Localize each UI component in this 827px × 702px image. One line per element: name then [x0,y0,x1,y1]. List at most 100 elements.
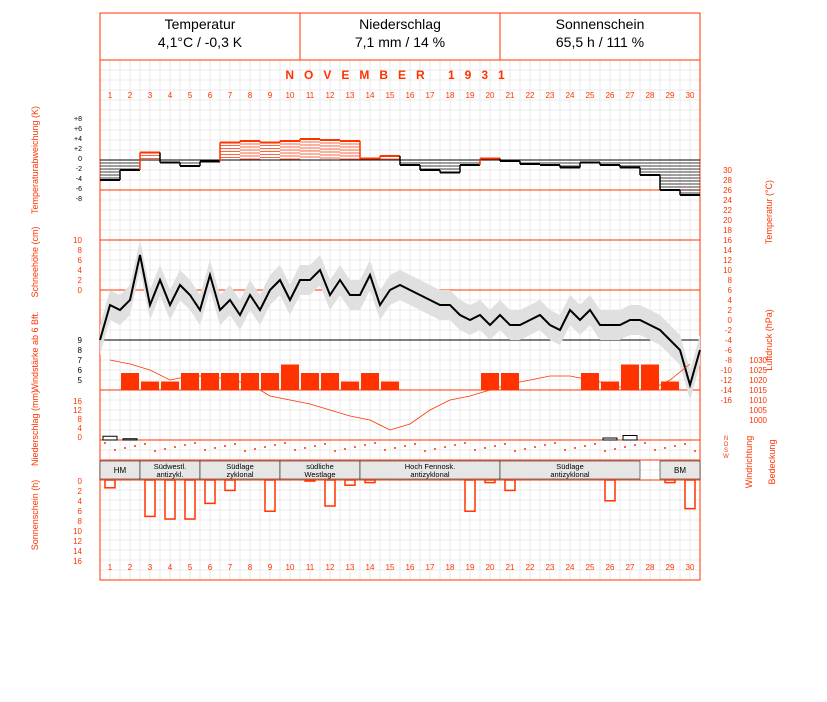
day-label-top: 13 [346,91,355,100]
anomaly-bar [119,159,140,180]
day-label-bottom: 16 [406,563,415,572]
wind-dir-tick: N [724,436,728,442]
day-label-top: 4 [168,91,173,100]
sunshine-bar [164,479,176,520]
anomaly-tick: +8 [74,116,82,123]
day-label-top: 30 [686,91,695,100]
precip-tick: 12 [73,406,82,415]
anomaly-bar [659,159,680,191]
anomaly-bar [379,155,400,160]
day-label-bottom: 18 [446,563,455,572]
wind-dir-dot [224,445,226,447]
wind-bar [301,373,319,390]
wind-bar [121,373,139,390]
axis-title-precip: Niederschlag (mm) [30,390,40,466]
day-label-bottom: 22 [526,563,535,572]
day-label-bottom: 30 [686,563,695,572]
sunshine-value: 65,5 h / 111 % [555,34,645,50]
sunshine-bar [264,479,276,512]
wind-dir-dot [254,448,256,450]
wind-dir-dot [654,449,656,451]
chart-title: NOVEMBER 1931 [285,68,514,82]
temperature-tick: -8 [725,356,733,365]
precipitation-value: 7,1 mm / 14 % [354,34,446,50]
temperature-title: Temperatur [164,16,236,32]
temperature-tick: 16 [723,236,732,245]
wind-dir-dot [664,447,666,449]
wind-bar [621,364,639,390]
day-label-top: 1 [108,91,113,100]
temperature-tick: 0 [728,316,733,325]
precip-bar [602,437,618,441]
anomaly-bar [159,152,180,164]
wind-dir-dot [614,448,616,450]
wind-dir-dot [504,443,506,445]
temperature-tick: 6 [728,286,733,295]
day-label-bottom: 14 [366,563,375,572]
day-label-top: 16 [406,91,415,100]
anomaly-bar [519,159,540,165]
day-label-top: 5 [188,91,193,100]
weather-type-label: Südlage [226,462,254,471]
anomaly-bar [419,159,440,171]
temperature-tick: 14 [723,246,732,255]
day-label-top: 10 [286,91,295,100]
anomaly-bar [139,151,160,170]
wind-dir-dot [694,450,696,452]
anomaly-bar [319,139,340,159]
wind-dir-dot [424,450,426,452]
axis-title-wind: Windstärke ab 6 Bft. [30,311,40,392]
wind-tick: 8 [78,346,83,355]
day-label-top: 28 [646,91,655,100]
wind-dir-dot [594,443,596,445]
weather-type-label: antizyklonal [550,470,590,479]
wind-dir-dot [204,449,206,451]
wind-dir-dot [314,445,316,447]
wind-dir-dot [404,445,406,447]
anomaly-tick: +4 [74,136,82,143]
sunshine-bar [144,479,156,518]
sunshine-tick: 16 [73,557,82,566]
header-sunshine: Sonnenschein 65,5 h / 111 % [500,13,700,59]
sunshine-bar [604,479,616,502]
wind-bar [601,381,619,390]
temperature-tick: -10 [720,366,732,375]
temperature-tick: 10 [723,266,732,275]
temperature-tick: 26 [723,186,732,195]
wind-bar [181,373,199,390]
weather-type-cell [659,460,701,480]
sunshine-bar [104,479,116,489]
anomaly-bar [679,159,700,196]
anomaly-bar [199,159,220,166]
pressure-tick: 1005 [749,406,767,415]
wind-bar [141,381,159,390]
wind-dir-dot [564,449,566,451]
wind-dir-dot [174,446,176,448]
wind-dir-dot [514,450,516,452]
sunshine-tick: 6 [78,507,83,516]
axis-title-anomaly: Temperaturabweichung (K) [30,106,40,214]
sunshine-tick: 4 [78,497,83,506]
precip-bar [622,435,638,441]
wind-bar [161,381,179,390]
precip-tick: 16 [73,397,82,406]
day-label-top: 18 [446,91,455,100]
wind-bar [381,381,399,390]
anomaly-tick: 0 [78,156,82,163]
wind-bar [581,373,599,390]
pressure-tick: 1000 [749,416,767,425]
wind-bar [201,373,219,390]
day-label-top: 6 [208,91,213,100]
weather-type-label: HM [114,466,127,475]
precipitation-title: Niederschlag [359,16,441,32]
sunshine-tick: 14 [73,547,82,556]
temperature-tick: -14 [720,386,732,395]
weather-type-label: antizyklonal [410,470,450,479]
wind-bar [661,381,679,390]
precip-tick: 4 [78,424,83,433]
wind-dir-dot [344,448,346,450]
wind-dir-dot [214,447,216,449]
anomaly-bar [179,159,200,167]
day-label-bottom: 23 [546,563,555,572]
wind-bar [241,373,259,390]
